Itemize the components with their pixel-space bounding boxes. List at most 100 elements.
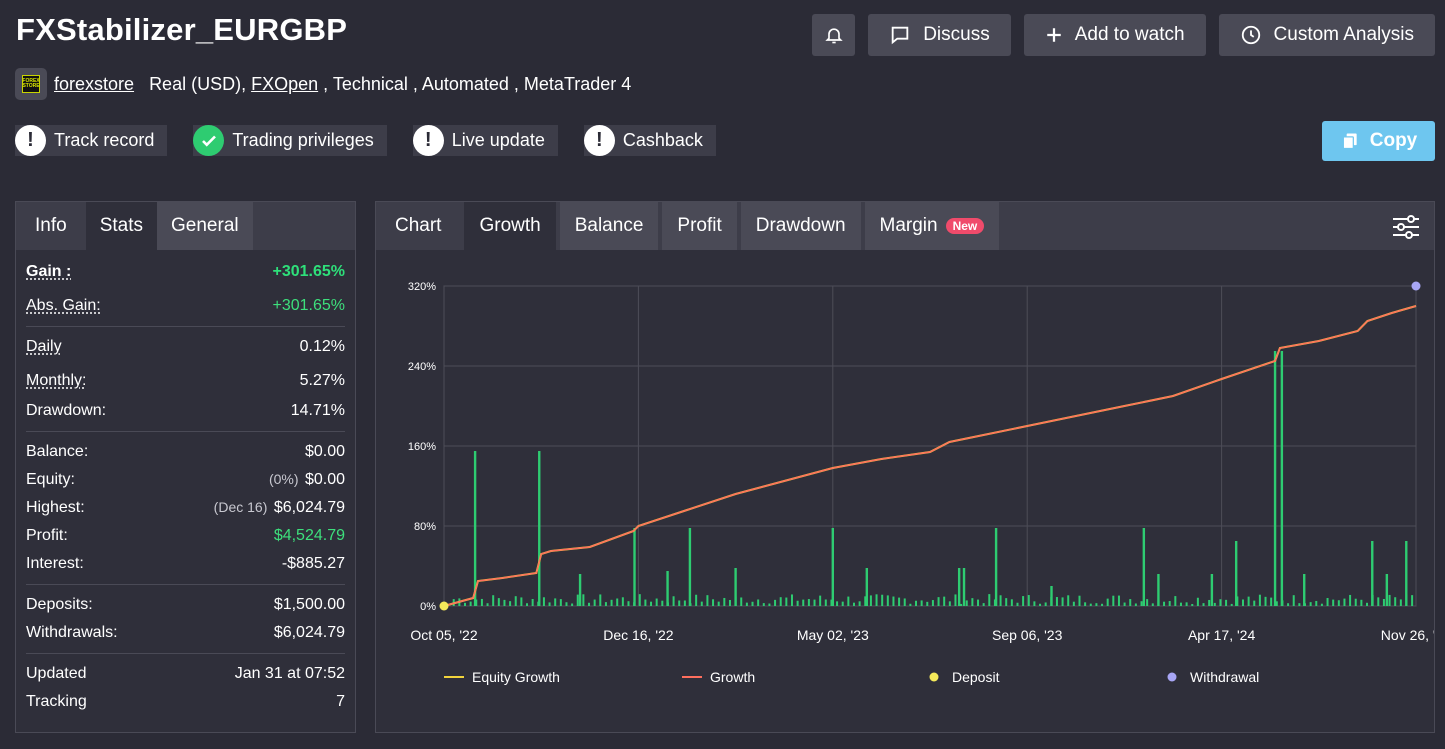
bar-small [993, 599, 996, 606]
x-tick-label: Dec 16, '22 [603, 627, 674, 643]
bar-small [1101, 603, 1104, 606]
bar-small [892, 596, 895, 606]
broker-link[interactable]: FXOpen [251, 73, 319, 94]
bar-small [542, 597, 545, 606]
equity-label: Equity: [26, 471, 75, 488]
account-type: Real (USD), [149, 73, 247, 94]
user-link[interactable]: forexstore [54, 73, 135, 94]
bar-small [1022, 596, 1025, 606]
bar [1303, 574, 1306, 606]
bar-small [841, 601, 844, 606]
bar-small [728, 599, 731, 606]
profit-value: $4,524.79 [273, 527, 345, 544]
bar-small [858, 601, 861, 606]
bar-small [1078, 595, 1081, 606]
add-to-watch-button[interactable]: Add to watch [1023, 14, 1206, 56]
bar-small [948, 601, 951, 606]
highest-label: Highest: [26, 499, 85, 516]
bar [1405, 541, 1408, 606]
daily-label[interactable]: Daily [26, 338, 62, 355]
x-tick-label: Sep 06, '23 [992, 627, 1063, 643]
badge-trading-privileges[interactable]: Trading privileges [193, 125, 387, 156]
copy-button[interactable]: Copy [1322, 121, 1435, 161]
plus-icon [1046, 28, 1061, 42]
badge-live-update[interactable]: ! Live update [412, 125, 558, 156]
bar-small [1366, 602, 1369, 606]
bar-small [492, 595, 495, 606]
bar-small [1219, 599, 1222, 606]
bar-small [830, 599, 833, 606]
user-avatar[interactable]: FOREX STORE [15, 68, 47, 100]
bar-small [1089, 603, 1092, 606]
bar [633, 528, 636, 606]
custom-analysis-label: Custom Analysis [1273, 24, 1414, 45]
bar-small [886, 595, 889, 606]
legend-swatch [1167, 672, 1177, 682]
withdrawal-point [1411, 281, 1421, 291]
bar [1157, 574, 1160, 606]
bar-small [1377, 597, 1380, 606]
bar-small [526, 603, 529, 606]
balance-value: $0.00 [304, 443, 345, 460]
gain-value: +301.65% [272, 263, 345, 280]
tab-info[interactable]: Info [35, 215, 67, 236]
interest-value: -$885.27 [281, 555, 345, 572]
balance-label: Balance: [26, 443, 89, 460]
bar-small [700, 601, 703, 606]
tab-balance[interactable]: Balance [559, 202, 659, 250]
bar-small [1055, 597, 1058, 606]
highest-value: $6,024.79 [273, 499, 345, 516]
bar-small [1320, 603, 1323, 606]
copy-label: Copy [1369, 130, 1418, 151]
bar-small [1151, 603, 1154, 606]
gain-label[interactable]: Gain : [26, 263, 72, 280]
bar-small [1061, 597, 1064, 606]
monthly-label[interactable]: Monthly: [26, 372, 87, 389]
bar-small [712, 599, 715, 606]
tab-margin[interactable]: Margin New [864, 202, 1000, 250]
bar-small [1213, 602, 1216, 606]
drawdown-value: 14.71% [290, 402, 345, 419]
bar [1142, 528, 1146, 606]
growth-chart[interactable]: 0% 80% 160% 240% 320% Oct 05, '22 Dec 16, '22… [376, 250, 1434, 732]
sliders-icon[interactable] [1392, 214, 1420, 240]
tab-stats[interactable]: Stats [85, 202, 158, 250]
tab-general[interactable]: General [157, 202, 253, 250]
bar-small [1264, 596, 1267, 606]
notify-button[interactable] [812, 14, 856, 56]
bar-small [655, 598, 658, 606]
bar-small [1050, 596, 1053, 606]
bar-small [847, 596, 850, 606]
discuss-button[interactable]: Discuss [868, 14, 1011, 56]
page-title: FXStabilizer_EURGBP [16, 12, 348, 47]
bar-small [1179, 602, 1182, 606]
tab-profit[interactable]: Profit [662, 202, 737, 250]
bar-small [1382, 599, 1385, 606]
bar-small [672, 596, 675, 606]
abs-gain-label[interactable]: Abs. Gain: [26, 297, 101, 314]
bar-small [779, 597, 782, 606]
x-axis-ticks: Oct 05, '22 Dec 16, '22 May 02, '23 Sep 06,… [410, 627, 1434, 643]
tab-drawdown[interactable]: Drawdown [740, 202, 861, 250]
badge-label: Cashback [622, 130, 703, 150]
tab-growth[interactable]: Growth [464, 202, 556, 250]
badge-cashback[interactable]: ! Cashback [583, 125, 716, 156]
bar-small [486, 603, 489, 606]
bar-small [898, 597, 901, 606]
deposits-label: Deposits: [26, 596, 93, 613]
custom-analysis-button[interactable]: Custom Analysis [1218, 14, 1435, 56]
bar-small [999, 595, 1002, 606]
bar-small [1106, 598, 1109, 606]
bar-small [650, 601, 653, 606]
bar-small [1360, 599, 1363, 606]
legend-label: Withdrawal [1190, 669, 1259, 685]
bar-small [937, 597, 940, 606]
badge-track-record[interactable]: ! Track record [15, 125, 168, 156]
copy-icon [1342, 133, 1357, 150]
bar-small [689, 603, 692, 606]
bar-small [627, 601, 630, 606]
bar-small [559, 599, 562, 606]
tab-chart[interactable]: Chart [395, 215, 442, 236]
bar-small [588, 602, 591, 606]
bar-small [1337, 600, 1340, 606]
